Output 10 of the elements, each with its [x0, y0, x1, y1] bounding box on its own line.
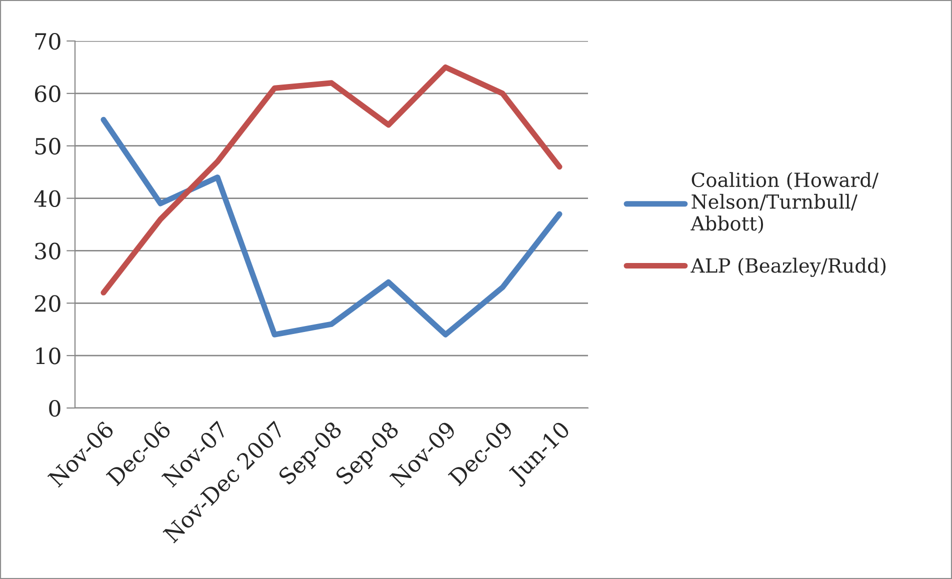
y-tick-label: 50 — [35, 138, 60, 155]
y-tick-label: 60 — [35, 85, 60, 102]
legend-label: ALP (Beazley/Rudd) — [690, 258, 886, 277]
legend-label: Coalition (Howard/ Nelson/Turnbull/ Abbott) — [690, 172, 879, 234]
y-tick-label: 0 — [49, 400, 60, 417]
y-tick-label: 40 — [34, 190, 60, 208]
y-tick-label: 10 — [36, 348, 60, 364]
y-tick-label: 20 — [35, 295, 60, 312]
y-tick-label: 70 — [35, 32, 60, 50]
y-tick-label: 30 — [35, 242, 60, 260]
